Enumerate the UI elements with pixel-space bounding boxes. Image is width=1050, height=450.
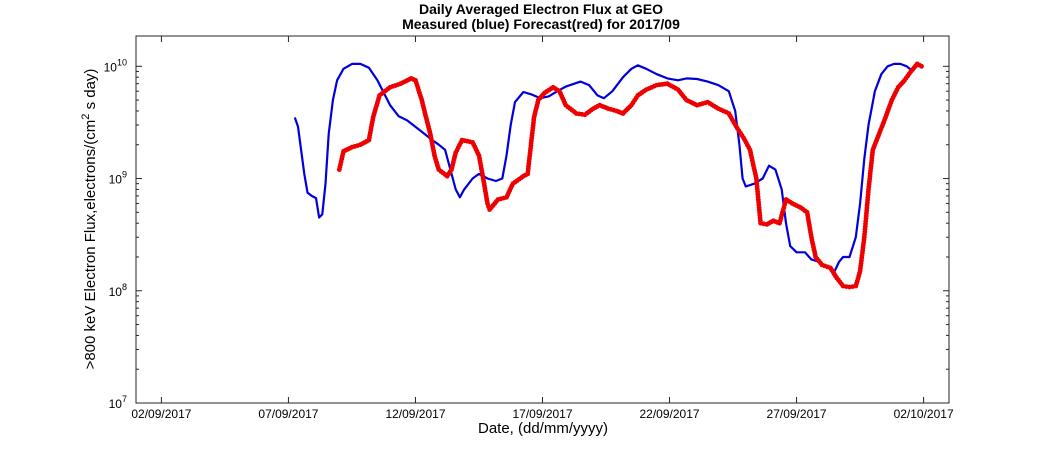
x-tick-label: 22/09/2017 — [640, 407, 700, 421]
y-tick-label: 1010 — [104, 57, 127, 74]
y-axis-label: >800 keV Electron Flux,electrons/(cm2 s … — [80, 69, 99, 370]
chart-subtitle: Measured (blue) Forecast(red) for 2017/0… — [402, 16, 680, 32]
y-tick-label: 109 — [109, 170, 127, 187]
x-tick-label: 12/09/2017 — [385, 407, 445, 421]
x-tick-label: 07/09/2017 — [258, 407, 318, 421]
x-tick-label: 27/09/2017 — [767, 407, 827, 421]
chart-title: Daily Averaged Electron Flux at GEO — [418, 1, 664, 17]
x-tick-label: 02/10/2017 — [894, 407, 954, 421]
y-tick-label: 108 — [109, 282, 127, 299]
x-axis-label: Date, (dd/mm/yyyy) — [478, 420, 608, 437]
y-tick-label: 107 — [109, 394, 127, 411]
axis-ticks: 02/09/2017 07/09/2017 12/09/2017 17/09/2017… — [104, 36, 954, 421]
chart-series — [293, 61, 924, 290]
plot-area — [135, 35, 950, 404]
forecast-point — [919, 63, 924, 69]
x-tick-label: 17/09/2017 — [512, 407, 572, 421]
x-tick-label: 02/09/2017 — [131, 407, 191, 421]
